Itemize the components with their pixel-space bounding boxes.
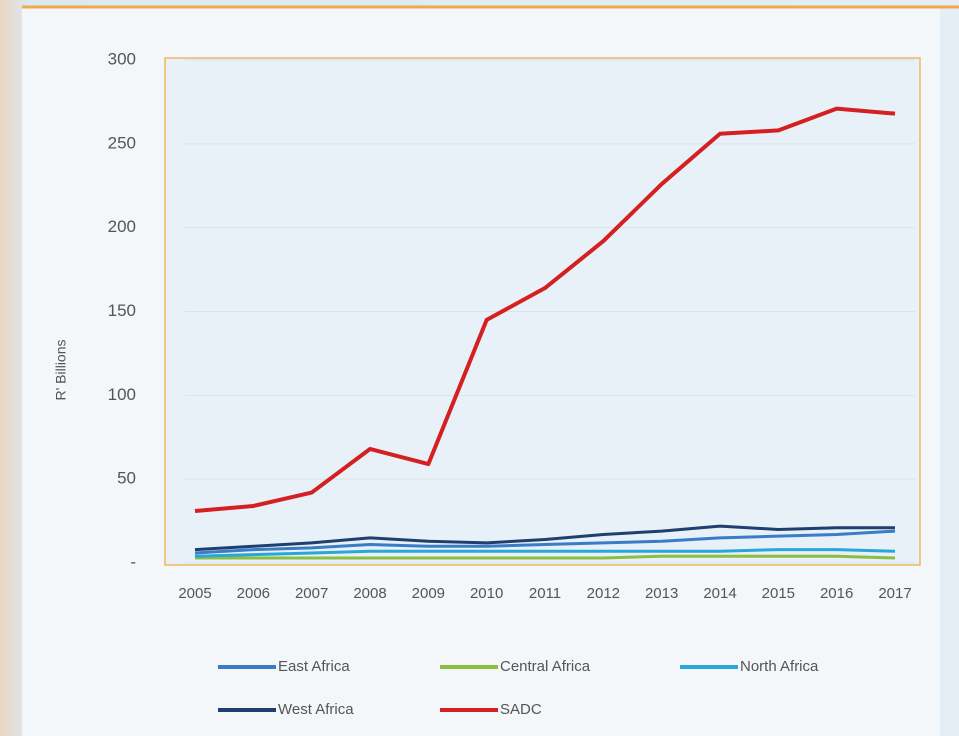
- y-tick-label: 100: [108, 385, 136, 404]
- x-tick-label: 2009: [412, 585, 445, 602]
- x-tick-label: 2006: [237, 585, 270, 602]
- legend-label: North Africa: [740, 658, 819, 675]
- x-tick-label: 2010: [470, 585, 503, 602]
- x-tick-label: 2008: [353, 585, 386, 602]
- x-tick-label: 2005: [178, 585, 211, 602]
- y-tick-label: 200: [108, 217, 136, 236]
- x-tick-label: 2012: [587, 585, 620, 602]
- legend-label: East Africa: [278, 658, 350, 675]
- series-line: [195, 554, 896, 560]
- series-line: [194, 524, 895, 552]
- x-tick-label: 2013: [645, 585, 678, 602]
- y-axis-label: R' Billions: [53, 339, 69, 400]
- legend-label: SADC: [500, 701, 542, 718]
- x-tick-label: 2017: [878, 585, 911, 602]
- x-tick-label: 2016: [820, 585, 853, 602]
- y-tick-label: -: [130, 552, 136, 571]
- legend-label: Central Africa: [500, 658, 591, 675]
- series-line: [194, 548, 896, 558]
- series-line: [194, 529, 896, 555]
- y-tick-label: 150: [108, 301, 136, 320]
- x-tick-label: 2011: [529, 585, 561, 602]
- series-line: [194, 106, 896, 514]
- y-tick-label: 50: [117, 469, 136, 488]
- x-tick-label: 2015: [762, 585, 795, 602]
- y-tick-label: 300: [108, 49, 136, 68]
- y-tick-label: 250: [108, 133, 136, 152]
- legend-label: West Africa: [278, 701, 354, 718]
- x-tick-label: 2007: [295, 585, 328, 602]
- x-tick-label: 2014: [703, 585, 736, 602]
